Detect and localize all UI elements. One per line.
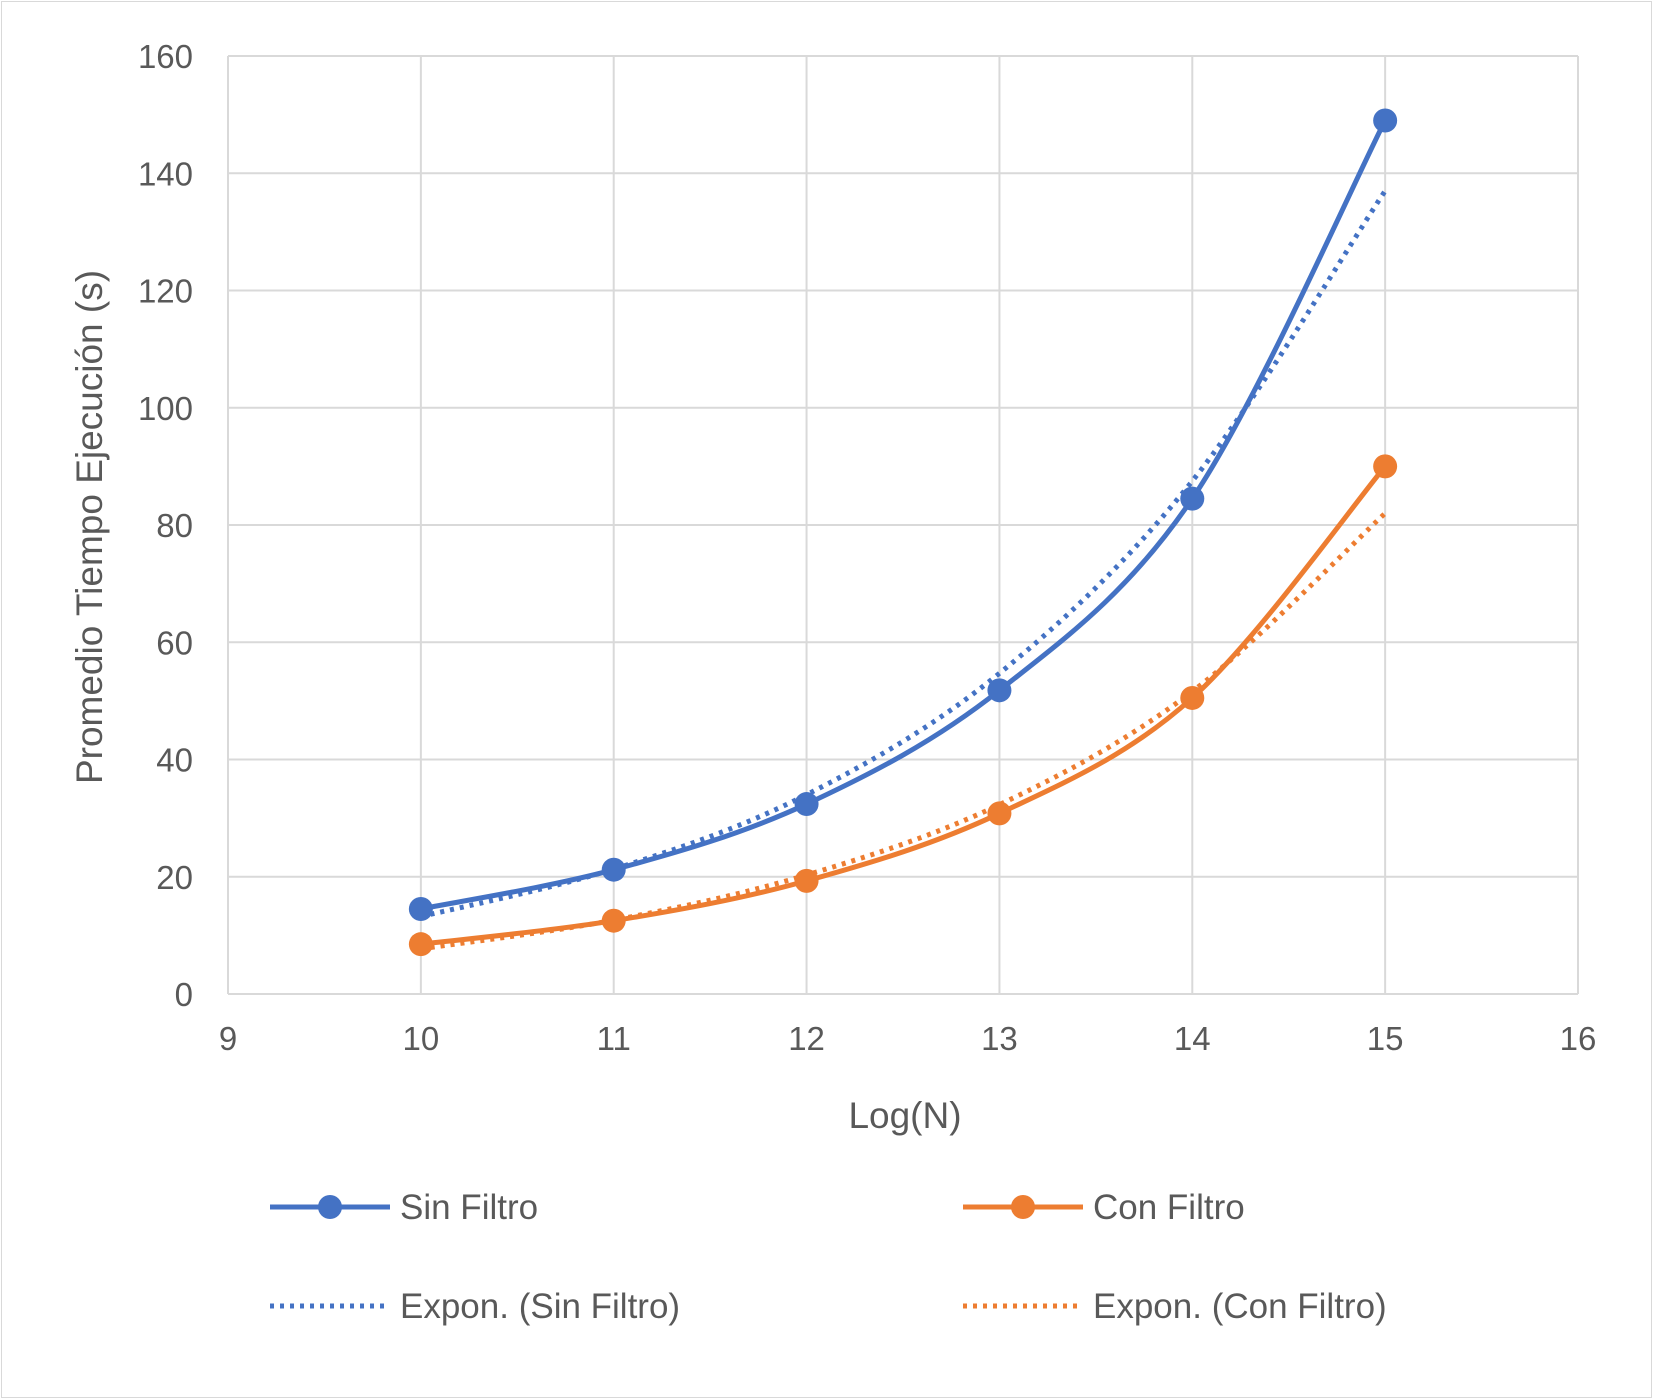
x-tick-label: 11 [597, 1020, 631, 1057]
legend-label-sin-filtro: Sin Filtro [400, 1188, 538, 1227]
trendlines [420, 189, 1388, 952]
x-tick-label: 13 [981, 1020, 1018, 1057]
y-tick-label: 60 [156, 624, 193, 661]
x-tick-label: 12 [788, 1020, 825, 1057]
data-point-sin-filtro [987, 678, 1012, 703]
legend-label-con-filtro: Con Filtro [1093, 1188, 1245, 1227]
legend-item-sin-filtro: Sin Filtro [270, 1188, 538, 1227]
x-tick-label: 16 [1560, 1020, 1597, 1057]
legend-marker-con-filtro [1011, 1195, 1035, 1219]
data-point-sin-filtro [1373, 108, 1398, 133]
data-point-con-filtro [408, 932, 433, 957]
markers [408, 108, 1398, 957]
y-tick-label: 140 [138, 155, 193, 192]
data-point-con-filtro [987, 801, 1012, 826]
y-tick-label: 80 [156, 507, 193, 544]
y-tick-label: 120 [138, 273, 193, 310]
legend: Sin Filtro Con Filtro Expon. (Sin Filtro… [270, 1188, 1387, 1326]
data-point-con-filtro [601, 908, 626, 933]
legend-item-con-filtro: Con Filtro [963, 1188, 1245, 1227]
grid [227, 55, 1579, 995]
legend-item-expon-con-filtro: Expon. (Con Filtro) [963, 1287, 1387, 1326]
legend-label-expon-con-filtro: Expon. (Con Filtro) [1093, 1287, 1387, 1326]
legend-item-expon-sin-filtro: Expon. (Sin Filtro) [270, 1287, 680, 1326]
legend-label-expon-sin-filtro: Expon. (Sin Filtro) [400, 1287, 680, 1326]
data-point-sin-filtro [1180, 486, 1205, 511]
data-point-con-filtro [1373, 454, 1398, 479]
data-point-sin-filtro [794, 792, 819, 817]
series-line-con-filtro [420, 464, 1388, 947]
data-point-con-filtro [794, 868, 819, 893]
data-point-sin-filtro [408, 896, 433, 921]
y-tick-label: 100 [138, 390, 193, 427]
legend-marker-sin-filtro [318, 1195, 342, 1219]
data-point-con-filtro [1180, 685, 1205, 710]
y-tick-label: 20 [156, 859, 193, 896]
y-axis-title: Promedio Tiempo Ejecución (s) [69, 270, 110, 784]
series-line-sin-filtro [420, 119, 1388, 912]
x-tick-label: 9 [219, 1020, 237, 1057]
data-point-sin-filtro [601, 857, 626, 882]
y-tick-label: 160 [138, 38, 193, 75]
y-tick-label: 40 [156, 742, 193, 779]
series-lines [420, 119, 1388, 947]
x-tick-label: 14 [1174, 1020, 1211, 1057]
x-axis-title: Log(N) [848, 1095, 961, 1136]
trendline-expon-sin-filtro [420, 189, 1388, 920]
x-tick-label: 10 [402, 1020, 439, 1057]
x-tick-label: 15 [1367, 1020, 1404, 1057]
y-tick-label: 0 [175, 976, 193, 1013]
